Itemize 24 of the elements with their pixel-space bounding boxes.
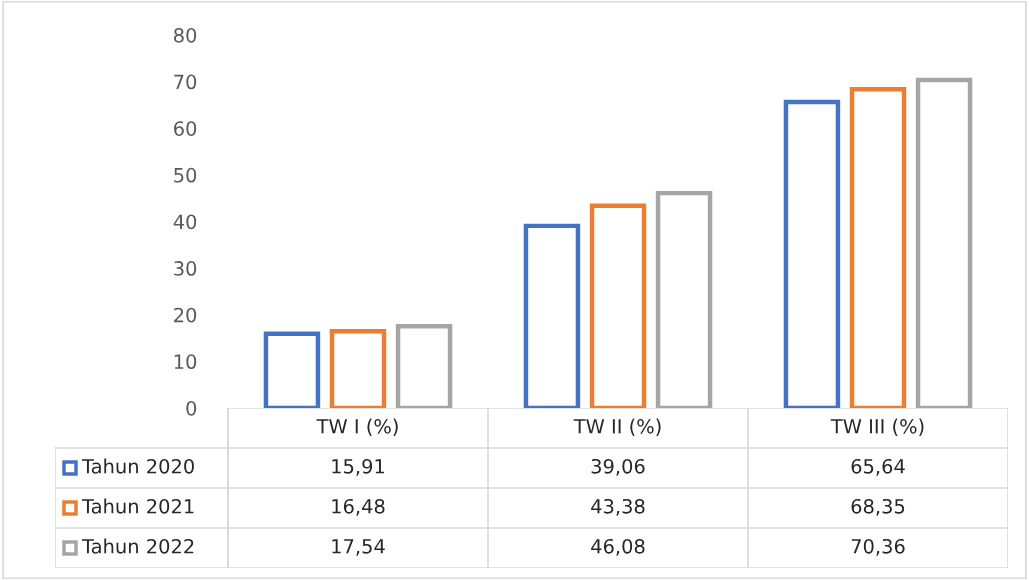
legend-label: Tahun 2021	[81, 498, 194, 514]
data-label: 65,64	[851, 458, 905, 476]
y-tick-label: 20	[174, 307, 197, 323]
x-tick-label: TW I (%)	[316, 418, 398, 436]
y-tick-label: 0	[186, 400, 197, 416]
y-tick-label: 50	[174, 167, 197, 183]
x-tick-label: TW III (%)	[830, 418, 924, 436]
data-label: 39,06	[591, 458, 645, 476]
data-label: 46,08	[591, 538, 645, 556]
y-tick-label: 80	[174, 27, 197, 43]
legend-label: Tahun 2022	[81, 538, 194, 554]
data-label: 15,91	[332, 458, 385, 476]
y-tick-label: 40	[173, 214, 197, 230]
data-label: 16,48	[332, 498, 385, 516]
y-tick-label: 60	[174, 121, 197, 136]
data-label: 17,54	[332, 539, 385, 556]
legend-label: Tahun 2020	[81, 458, 194, 474]
x-tick-label: TW II (%)	[573, 418, 661, 436]
y-tick-label: 30	[174, 261, 197, 276]
data-label: 43,38	[591, 498, 645, 516]
data-label: 68,35	[851, 498, 905, 516]
y-tick-label: 10	[174, 354, 197, 370]
y-tick-label: 70	[174, 74, 197, 90]
data-label: 70,36	[851, 538, 905, 556]
